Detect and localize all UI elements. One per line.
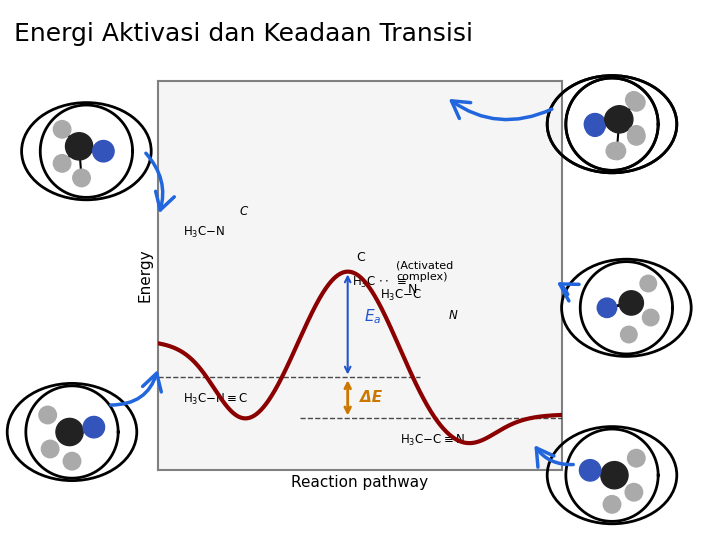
Text: H$_3$C$-$C: H$_3$C$-$C (380, 288, 423, 303)
Circle shape (628, 93, 645, 111)
Circle shape (603, 496, 621, 513)
Y-axis label: Energy: Energy (138, 248, 153, 302)
Circle shape (625, 483, 643, 501)
Circle shape (642, 309, 659, 326)
Text: Energi Aktivasi dan Keadaan Transisi: Energi Aktivasi dan Keadaan Transisi (14, 22, 474, 45)
Circle shape (626, 92, 642, 108)
Circle shape (93, 140, 114, 162)
Circle shape (605, 107, 629, 131)
Circle shape (640, 275, 657, 292)
Circle shape (580, 460, 600, 481)
Text: N: N (408, 283, 418, 296)
Circle shape (585, 113, 606, 135)
Circle shape (600, 462, 628, 489)
Circle shape (53, 154, 71, 172)
Circle shape (53, 120, 71, 138)
Text: H$_3$C$-$C$\equiv$N: H$_3$C$-$C$\equiv$N (400, 433, 465, 448)
X-axis label: Reaction pathway: Reaction pathway (292, 475, 428, 490)
Circle shape (597, 298, 616, 318)
Circle shape (41, 440, 59, 458)
Circle shape (628, 449, 645, 467)
Circle shape (628, 127, 645, 145)
Circle shape (39, 406, 56, 424)
Text: (Activated
complex): (Activated complex) (396, 260, 454, 282)
Circle shape (606, 143, 623, 159)
Text: N: N (449, 309, 457, 322)
Circle shape (73, 169, 90, 187)
Circle shape (619, 291, 644, 315)
Circle shape (628, 126, 644, 142)
Text: $E_a$: $E_a$ (364, 308, 382, 327)
Text: H$_3$C$-$N: H$_3$C$-$N (183, 225, 225, 240)
Circle shape (608, 142, 626, 160)
Circle shape (585, 117, 605, 136)
Text: H$_3$C $\cdot\cdot$ $\equiv$: H$_3$C $\cdot\cdot$ $\equiv$ (352, 275, 407, 291)
Text: H$_3$C$-$N$\equiv$C: H$_3$C$-$N$\equiv$C (183, 392, 248, 407)
Circle shape (66, 133, 93, 160)
Text: C: C (239, 205, 247, 218)
Text: C: C (356, 251, 364, 264)
Circle shape (84, 416, 104, 438)
Text: ΔE: ΔE (360, 390, 382, 406)
Circle shape (606, 106, 633, 133)
Circle shape (56, 418, 84, 445)
Circle shape (63, 453, 81, 470)
Circle shape (621, 326, 637, 343)
